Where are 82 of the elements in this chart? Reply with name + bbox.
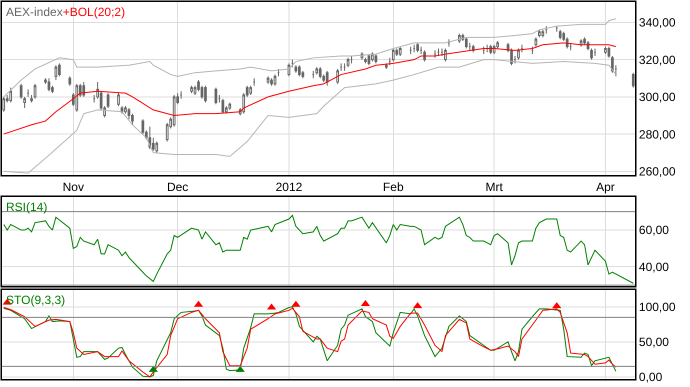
candlestick (222, 98, 224, 114)
x-tick-label: 2012 (276, 180, 303, 194)
candlestick (538, 29, 541, 38)
candlestick (531, 46, 534, 55)
candlestick (190, 85, 193, 94)
candlestick (26, 88, 30, 98)
candlestick (117, 92, 120, 107)
candlestick (68, 76, 72, 86)
series-label: STO(9,3,3) (6, 293, 66, 307)
y-tick-label: 100,00 (638, 300, 676, 314)
candlestick (398, 46, 402, 56)
candlestick (416, 42, 419, 53)
candlestick (270, 78, 273, 86)
y-tick-label: 0,00 (638, 370, 663, 384)
candlestick (318, 66, 322, 79)
y-tick-label: 50,00 (638, 335, 670, 350)
candlestick (315, 66, 318, 76)
candlestick (409, 46, 412, 55)
candlestick (252, 78, 256, 86)
x-tick-label: Nov (62, 180, 84, 194)
candlestick (448, 38, 450, 48)
candlestick (604, 46, 607, 55)
candlestick (544, 26, 548, 34)
candlestick (555, 26, 558, 32)
candlestick (266, 76, 270, 84)
candlestick (632, 72, 635, 88)
y-tick-label: 40,00 (638, 260, 670, 274)
text: AEX-index (6, 5, 63, 19)
candlestick (120, 106, 124, 114)
candlestick (534, 36, 538, 48)
x-tick-label: Dec (166, 180, 188, 194)
candlestick (444, 48, 447, 62)
candlestick (58, 62, 61, 77)
candlestick (54, 64, 58, 81)
y-tick-label: 260,00 (638, 164, 676, 178)
candlestick (437, 48, 440, 56)
candlestick (312, 70, 315, 79)
candlestick (558, 29, 562, 40)
candlestick (434, 50, 436, 58)
candlestick (517, 48, 520, 60)
candlestick (92, 94, 96, 103)
candlestick (412, 44, 416, 53)
candlestick (34, 83, 36, 100)
candlestick (48, 78, 50, 92)
y-tick-label: 300,00 (638, 90, 676, 104)
candlestick (82, 81, 86, 98)
candlestick (204, 85, 207, 103)
line-series (3, 18, 616, 98)
y-tick-label: 320,00 (638, 52, 676, 67)
series-label: RSI(14) (6, 200, 48, 214)
candlestick (541, 29, 544, 38)
candlestick (482, 46, 486, 55)
candlestick (326, 70, 329, 86)
candlestick (392, 48, 395, 62)
candlestick (486, 44, 489, 53)
y-tick-label: 60,00 (638, 223, 670, 238)
text: +BOL(20;2) (62, 5, 126, 19)
candlestick (228, 102, 232, 110)
candlestick (9, 87, 12, 103)
candlestick (288, 62, 290, 77)
candlestick (423, 50, 426, 62)
candlestick (594, 48, 596, 56)
candlestick (468, 42, 472, 51)
line-series (3, 42, 616, 135)
candlestick (464, 36, 468, 50)
x-tick-label: Feb (382, 180, 404, 194)
x-tick-label: Apr (596, 180, 615, 194)
line-series (3, 214, 634, 284)
candlestick (298, 64, 301, 77)
line-series (3, 59, 616, 174)
candlestick (350, 55, 353, 64)
y-tick-label: 280,00 (638, 127, 676, 142)
candlestick (155, 141, 158, 154)
candlestick (172, 94, 176, 128)
candlestick (374, 54, 378, 64)
y-tick-label: 340,00 (638, 16, 676, 30)
candlestick (249, 85, 252, 96)
candlestick (368, 54, 370, 66)
candlestick (346, 57, 350, 68)
candlestick (214, 87, 218, 105)
candlestick (75, 83, 78, 112)
x-tick-label: Mrt (485, 180, 504, 194)
